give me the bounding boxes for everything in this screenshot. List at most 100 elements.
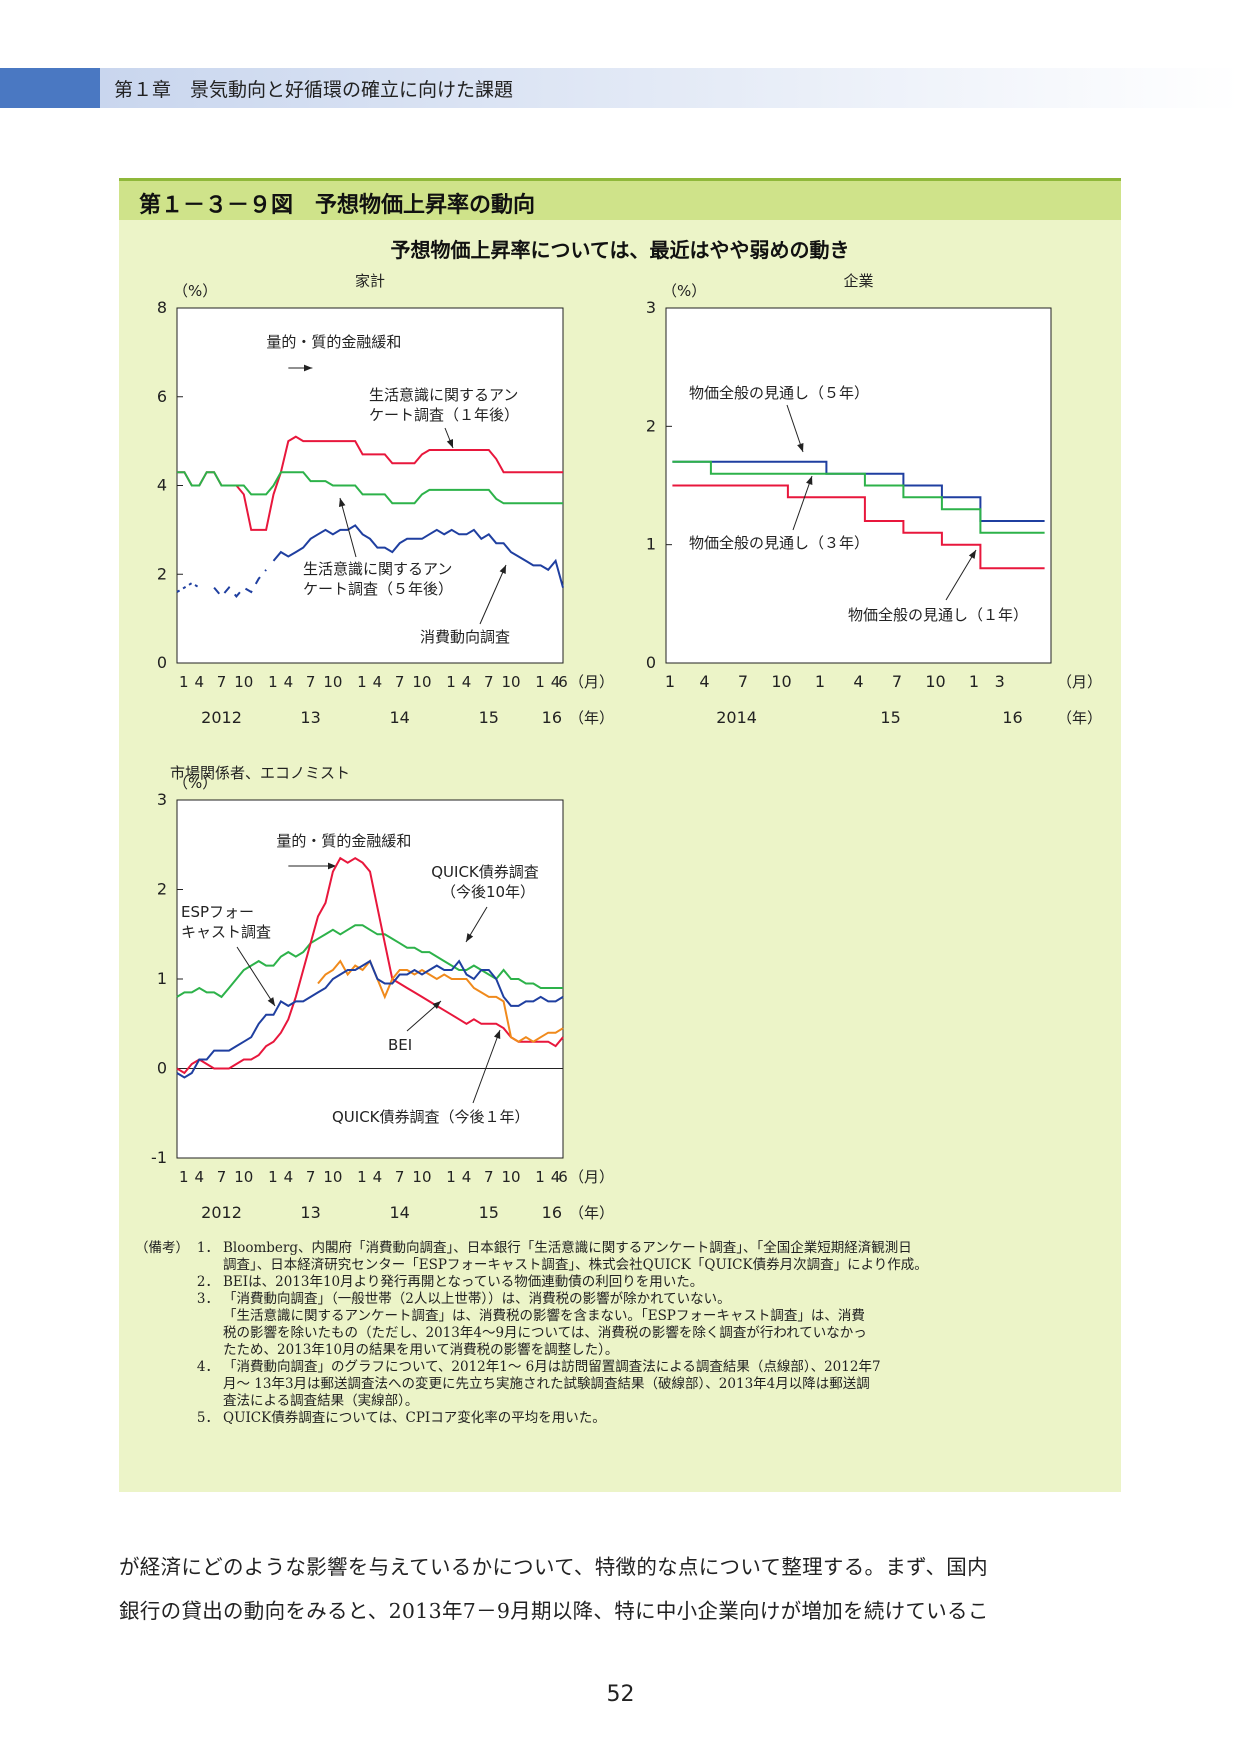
- household-month-label: 7: [217, 673, 227, 691]
- market-month-label: 4: [551, 1168, 561, 1186]
- note-line: 税の影響を除いたもの（ただし、2013年4～9月については、消費税の影響を除く調…: [223, 1325, 867, 1341]
- firms-ytick-label: 0: [646, 653, 656, 672]
- firms-1yr-arrow-head: [968, 550, 976, 559]
- household-month-label: 10: [501, 673, 520, 691]
- market-y-unit: （%）: [173, 774, 217, 792]
- household-month-label: 1: [357, 673, 367, 691]
- household-month-label: 1: [446, 673, 456, 691]
- firms-series-1yr: [672, 484, 1045, 570]
- note-number: 3．: [196, 1291, 219, 1307]
- market-esp-label-1: ESPフォー: [181, 903, 254, 921]
- firms-title: 企業: [843, 272, 873, 290]
- household-month-unit: （月）: [569, 673, 614, 691]
- household-qqe-arrow-head: [303, 364, 313, 372]
- household-year-unit: （年）: [569, 709, 614, 727]
- household-month-label: 4: [462, 673, 472, 691]
- market-month-label: 7: [306, 1168, 316, 1186]
- note-text: BEIは、2013年10月より発行再開となっている物価連動債の利回りを用いた。: [223, 1274, 1105, 1291]
- note-item: （備考） 1． Bloomberg、内閣府「消費動向調査」、日本銀行「生活意識に関す…: [135, 1240, 1105, 1274]
- market-month-label: 1: [357, 1168, 367, 1186]
- market-quick10-line: [176, 924, 563, 999]
- firms-month-label: 1: [815, 672, 825, 691]
- market-quick1-arrow-head: [493, 1030, 501, 1039]
- market-month-label: 1: [446, 1168, 456, 1186]
- note-text: Bloomberg、内閣府「消費動向調査」、日本銀行「生活意識に関するアンケート…: [223, 1240, 1105, 1274]
- body-line-2: 銀行の貸出の動向をみると、2013年7－9月期以降、特に中小企業向けが増加を続け…: [119, 1599, 989, 1623]
- household-month-label: 6: [558, 673, 568, 691]
- market-month-label: 10: [234, 1168, 253, 1186]
- household-5yr-line: [177, 471, 563, 505]
- household-month-label: 10: [234, 673, 253, 691]
- household-1yr-label-2: ケート調査（１年後）: [369, 406, 519, 424]
- market-year-label: 13: [300, 1203, 320, 1222]
- chapter-title: 第１章 景気動向と好循環の確立に向けた課題: [114, 79, 514, 101]
- household-month-label: 4: [284, 673, 294, 691]
- household-title: 家計: [355, 272, 385, 290]
- page-number: 52: [606, 1682, 635, 1707]
- firms-month-label: 1: [969, 672, 979, 691]
- header-band: [100, 68, 1241, 108]
- market-year-unit: （年）: [569, 1204, 614, 1222]
- household-month-label: 4: [194, 673, 204, 691]
- note-item: 3． 「消費動向調査」（一般世帯（2人以上世帯））は、消費税の影響が除かれていない…: [135, 1291, 1105, 1359]
- note-text: QUICK債券調査については、CPIコア変化率の平均を用いた。: [223, 1410, 1105, 1427]
- market-month-label: 4: [194, 1168, 204, 1186]
- market-month-label: 7: [217, 1168, 227, 1186]
- note-item: 2． BEIは、2013年10月より発行再開となっている物価連動債の利回りを用いた…: [135, 1274, 1105, 1291]
- note-line: 月～ 13年3月は郵送調査法への変更に先立ち実施された試験調査結果（破線部）、2…: [223, 1376, 870, 1392]
- market-month-label: 7: [484, 1168, 494, 1186]
- market-qqe-label: 量的・質的金融緩和: [276, 832, 411, 850]
- firms-1yr-arrow: [945, 549, 977, 601]
- note-line: 「消費動向調査」（一般世帯（2人以上世帯））は、消費税の影響が除かれていない。: [223, 1291, 731, 1307]
- household-ytick-label: 0: [157, 653, 167, 672]
- household-ytick-label: 8: [157, 298, 167, 317]
- household-consumer-line: [272, 524, 564, 588]
- household-ytick-label: 6: [157, 387, 167, 406]
- body-line-1: が経済にどのような影響を与えているかについて、特徴的な点について整理する。まず、…: [119, 1555, 988, 1579]
- note-line: たため、2013年10月の結果を用いて消費税の影響を調整した）。: [223, 1342, 619, 1358]
- market-quick10-arrow-head: [466, 933, 474, 942]
- household-month-label: 7: [306, 673, 316, 691]
- market-year-label: 2012: [201, 1203, 242, 1222]
- household-1yr-arrow-head: [446, 439, 453, 448]
- note-label: [135, 1410, 191, 1427]
- household-month-label: 1: [535, 673, 545, 691]
- firms-ytick-label: 1: [646, 535, 656, 554]
- household-consumer-arrow-head: [499, 565, 506, 574]
- firms-3yr-arrow: [792, 475, 813, 531]
- market-plot-area: [176, 799, 564, 1159]
- household-5yr-arrow-head: [338, 498, 346, 507]
- note-line: 「生活意識に関するアンケート調査」は、消費税の影響を含まない。「ESPフォーキャ…: [223, 1308, 865, 1324]
- market-esp-label-2: キャスト調査: [181, 923, 271, 941]
- household-year-label: 2012: [201, 708, 242, 727]
- household-consumer-label: 消費動向調査: [420, 628, 510, 646]
- market-month-label: 4: [284, 1168, 294, 1186]
- market-month-label: 1: [535, 1168, 545, 1186]
- market-year-label: 16: [542, 1203, 562, 1222]
- note-text: 「消費動向調査」（一般世帯（2人以上世帯））は、消費税の影響が除かれていない。「…: [223, 1291, 1105, 1359]
- note-line: BEIは、2013年10月より発行再開となっている物価連動債の利回りを用いた。: [223, 1274, 704, 1290]
- household-year-label: 14: [390, 708, 410, 727]
- market-ytick-label: 2: [157, 880, 167, 899]
- figure-subtitle: 予想物価上昇率については、最近はやや弱めの動き: [390, 238, 850, 262]
- note-line: Bloomberg、内閣府「消費動向調査」、日本銀行「生活意識に関するアンケート…: [223, 1240, 912, 1256]
- household-consumer-dotted: [176, 581, 200, 593]
- note-label: [135, 1274, 191, 1291]
- note-line: 「消費動向調査」のグラフについて、2012年1～ 6月は訪問留置調査法による調査…: [223, 1359, 881, 1375]
- firms-year-label: 16: [1002, 708, 1022, 727]
- market-ytick-label: 0: [157, 1059, 167, 1078]
- market-month-label: 1: [268, 1168, 278, 1186]
- household-5yr-label-2: ケート調査（５年後）: [303, 580, 453, 598]
- market-month-label: 1: [179, 1168, 189, 1186]
- household-ytick-label: 4: [157, 476, 167, 495]
- note-label: [135, 1359, 191, 1410]
- household-5yr-arrow: [339, 497, 357, 558]
- note-line: 査法による調査結果（実線部）。: [223, 1393, 419, 1409]
- household-month-label: 4: [551, 673, 561, 691]
- firms-series-3yr: [672, 460, 1045, 534]
- market-bei-label: BEI: [388, 1036, 412, 1054]
- firms-month-label: 7: [738, 672, 748, 691]
- market-ytick-label: 3: [157, 790, 167, 809]
- firms-month-label: 4: [853, 672, 863, 691]
